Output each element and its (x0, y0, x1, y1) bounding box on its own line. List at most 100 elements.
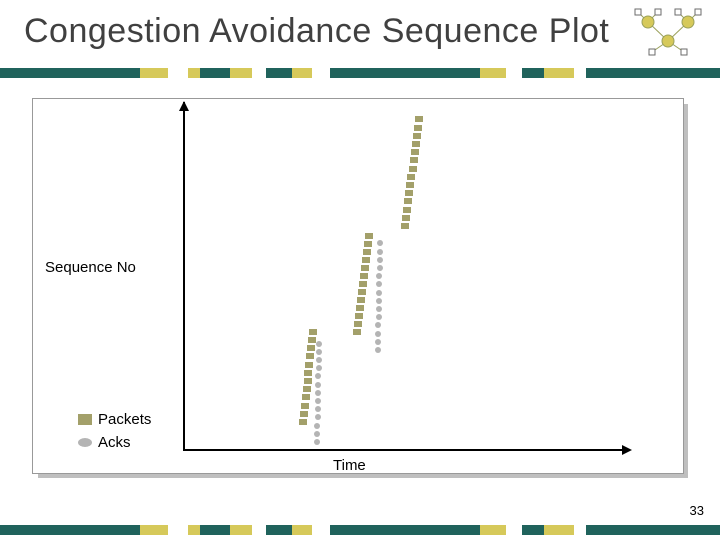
legend-acks: Acks (78, 434, 151, 451)
ack-marker (315, 406, 321, 412)
slide: Congestion Avoidance Sequence Plot (0, 0, 720, 540)
band-segment (0, 525, 140, 535)
ack-marker (377, 249, 383, 255)
band-segment (586, 68, 720, 78)
ack-marker (375, 331, 381, 337)
ack-marker (376, 306, 382, 312)
band-segment (230, 525, 252, 535)
packet-marker (405, 190, 413, 196)
packet-marker (355, 313, 363, 319)
legend-acks-label: Acks (98, 434, 131, 451)
packet-marker (413, 133, 421, 139)
band-segment (480, 68, 506, 78)
ack-marker (375, 322, 381, 328)
ack-marker (376, 298, 382, 304)
y-axis (183, 102, 185, 449)
packet-marker (301, 403, 309, 409)
packet-marker (415, 116, 423, 122)
band-segment (200, 525, 230, 535)
packet-marker (304, 378, 312, 384)
packet-marker (358, 289, 366, 295)
band-segment (252, 525, 266, 535)
x-axis-label: Time (333, 457, 366, 474)
legend: Packets Acks (78, 405, 151, 451)
packet-marker (302, 394, 310, 400)
band-segment (586, 525, 720, 535)
ack-marker (375, 347, 381, 353)
ack-marker (376, 281, 382, 287)
ack-marker (376, 290, 382, 296)
packet-marker (305, 362, 313, 368)
band-segment (574, 525, 586, 535)
ack-marker (377, 257, 383, 263)
packet-marker (359, 281, 367, 287)
ack-marker (315, 382, 321, 388)
packet-marker (356, 305, 364, 311)
band-segment (330, 68, 480, 78)
legend-packets: Packets (78, 411, 151, 428)
packet-marker (303, 386, 311, 392)
packet-marker (304, 370, 312, 376)
corner-network-icon (628, 8, 708, 58)
packet-marker (308, 337, 316, 343)
band-segment (544, 68, 574, 78)
packet-marker (299, 419, 307, 425)
band-segment (292, 68, 312, 78)
packet-marker (365, 233, 373, 239)
ack-marker (315, 414, 321, 420)
band-segment (200, 68, 230, 78)
ack-marker (314, 439, 320, 445)
band-segment (140, 68, 168, 78)
y-axis-label: Sequence No (45, 259, 136, 276)
plot-box: Sequence No Time Packets Acks (32, 98, 684, 474)
ack-marker (316, 357, 322, 363)
band-segment (188, 525, 200, 535)
packet-marker (357, 297, 365, 303)
band-segment (330, 525, 480, 535)
packet-marker (407, 174, 415, 180)
packet-marker (300, 411, 308, 417)
y-axis-arrow-icon (179, 101, 189, 111)
packet-marker (409, 166, 417, 172)
packet-marker (362, 257, 370, 263)
packet-marker (410, 157, 418, 163)
packet-marker (363, 249, 371, 255)
band-segment (574, 68, 586, 78)
ack-marker (376, 273, 382, 279)
packet-marker (309, 329, 317, 335)
packet-marker (364, 241, 372, 247)
band-segment (522, 525, 544, 535)
band-segment (312, 68, 330, 78)
band-segment (252, 68, 266, 78)
legend-packets-label: Packets (98, 411, 151, 428)
ack-marker (316, 365, 322, 371)
band-segment (168, 68, 188, 78)
ack-marker (316, 341, 322, 347)
packet-marker (412, 141, 420, 147)
legend-ack-swatch-icon (78, 438, 92, 447)
packet-marker (361, 265, 369, 271)
packet-marker (401, 223, 409, 229)
band-segment (506, 68, 522, 78)
band-segment (266, 68, 292, 78)
ack-marker (315, 398, 321, 404)
packet-marker (414, 125, 422, 131)
plot-container: Sequence No Time Packets Acks (32, 98, 688, 478)
ack-marker (377, 240, 383, 246)
band-segment (544, 525, 574, 535)
band-segment (0, 68, 140, 78)
legend-packet-swatch-icon (78, 414, 92, 425)
band-segment (230, 68, 252, 78)
ack-marker (314, 423, 320, 429)
packet-marker (353, 329, 361, 335)
packet-marker (354, 321, 362, 327)
packet-marker (404, 198, 412, 204)
band-segment (266, 525, 292, 535)
band-segment (480, 525, 506, 535)
band-segment (312, 525, 330, 535)
accent-band-top (0, 68, 720, 78)
ack-marker (315, 390, 321, 396)
ack-marker (376, 314, 382, 320)
accent-band-bottom (0, 525, 720, 535)
ack-marker (316, 349, 322, 355)
